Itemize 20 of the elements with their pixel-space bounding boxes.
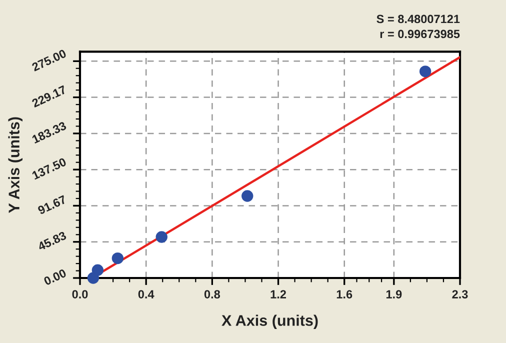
x-axis-title: X Axis (units) (222, 314, 318, 329)
y-tick-label: 45.83 (37, 231, 67, 251)
text: r = 0.99673985 (380, 30, 460, 38)
x-tick-label: 2.3 (452, 290, 468, 298)
point (87, 272, 100, 284)
y-axis-title: Y Axis (units) (8, 117, 22, 213)
point (112, 252, 124, 264)
point (242, 190, 254, 202)
x-tick-label: 0.8 (204, 290, 220, 298)
x-tick-label: 0.0 (72, 290, 88, 298)
x-tick-label: 1.6 (336, 290, 352, 298)
y-tick-label: 0.00 (43, 268, 67, 286)
text: S = 8.48007121 (376, 14, 460, 24)
point (419, 66, 432, 78)
x-tick-label: 0.4 (138, 290, 154, 298)
x-tick-label: 1.2 (270, 290, 286, 298)
x-tick-label: 1.9 (386, 290, 402, 298)
y-tick-label: 91.67 (37, 194, 67, 215)
point (156, 231, 168, 243)
point (92, 264, 104, 276)
